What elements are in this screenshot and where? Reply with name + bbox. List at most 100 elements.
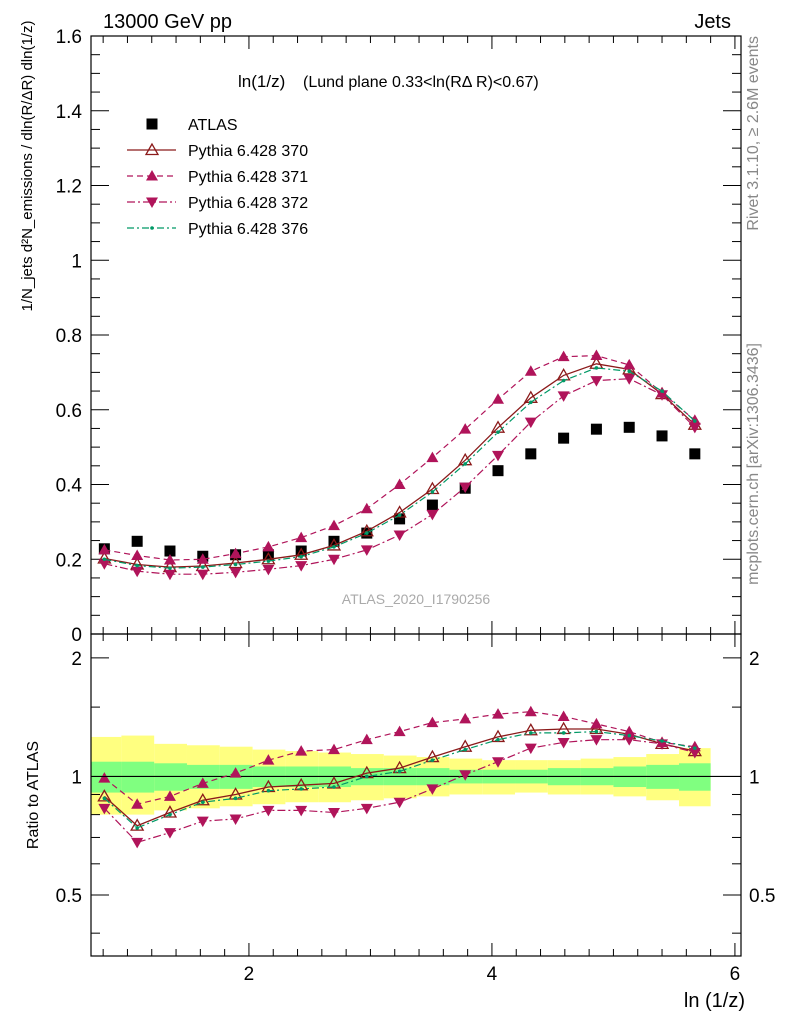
ratio-point — [529, 731, 533, 735]
ratio-point — [196, 777, 209, 788]
data-point — [332, 545, 336, 549]
ratio-point — [262, 754, 275, 765]
ratio-point — [196, 816, 209, 828]
x-axis-label: ln (1/z) — [684, 990, 745, 1012]
data-point — [426, 509, 439, 521]
ratio-point — [195, 792, 210, 806]
data-point — [392, 505, 407, 518]
legend-entry: Pythia 6.428 372 — [127, 195, 308, 212]
data-point — [525, 448, 537, 460]
data-point — [594, 366, 599, 370]
ratio-point — [262, 805, 275, 817]
data-point — [623, 421, 635, 433]
y-tick-label: 1 — [71, 251, 82, 272]
legend-marker — [150, 226, 154, 230]
series-4 — [102, 366, 697, 571]
ratio-point — [360, 733, 373, 745]
ratio-ylabel: Ratio to ATLAS — [25, 741, 42, 849]
x-tick-label: 2 — [244, 964, 255, 985]
data-point — [327, 519, 340, 531]
data-point — [430, 490, 435, 494]
ratio-point — [623, 725, 636, 737]
main-ylabel: 1/N_jets d²N_emissions / dln(R/ΔR) dln(1… — [19, 21, 36, 312]
data-point — [295, 531, 308, 543]
data-point — [656, 430, 668, 442]
ratio-y-tick-label: 2 — [71, 649, 82, 670]
ratio-point — [364, 774, 369, 779]
data-point — [262, 549, 274, 561]
data-point — [426, 499, 438, 511]
data-point — [359, 523, 374, 537]
data-point — [688, 422, 701, 434]
data-point — [327, 554, 340, 566]
ratio-point — [557, 710, 570, 721]
data-point — [496, 430, 500, 434]
ratio-point — [98, 772, 111, 783]
ratio-point — [463, 747, 468, 752]
data-point — [295, 561, 308, 572]
data-point — [689, 448, 701, 460]
ratio-point — [590, 717, 603, 729]
category-label: Jets — [694, 11, 731, 33]
ratio-point — [660, 739, 664, 743]
y-tick-label: 1.2 — [56, 177, 82, 198]
main-title-part2: (Lund plane 0.33<ln(RΔ R)<0.67) — [303, 74, 539, 91]
ratio-point — [693, 746, 697, 750]
ratio-point — [327, 807, 340, 819]
ratio-point — [98, 803, 111, 815]
data-point — [524, 417, 537, 429]
ratio-point — [130, 818, 145, 831]
y-tick-label: 1.6 — [56, 27, 82, 48]
y-tick-label: 0.6 — [56, 401, 82, 422]
ratio-point — [393, 725, 406, 737]
ratio-point — [459, 770, 472, 781]
data-point — [459, 482, 472, 494]
data-point — [623, 374, 636, 385]
legend-label: Pythia 6.428 372 — [188, 195, 308, 212]
series-3 — [98, 374, 701, 581]
data-point — [557, 350, 570, 362]
legend-marker — [146, 170, 158, 181]
data-point — [102, 557, 107, 562]
ratio-y-tick-label-right: 0.5 — [749, 886, 775, 907]
data-point — [163, 569, 176, 581]
data-point — [492, 393, 505, 404]
ratio-point — [332, 785, 336, 789]
y-tick-label: 0.8 — [56, 326, 82, 347]
ratio-point — [295, 745, 308, 756]
legend-entry: Pythia 6.428 376 — [127, 221, 308, 238]
legend-entry: Pythia 6.428 370 — [127, 142, 308, 160]
data-point — [463, 462, 468, 466]
data-point — [229, 547, 242, 559]
ratio-point — [459, 712, 472, 724]
data-point — [360, 545, 373, 556]
ratio-y-tick-label: 1 — [71, 767, 82, 788]
data-point — [393, 478, 406, 489]
ratio-point — [524, 743, 537, 755]
data-point — [426, 451, 439, 463]
data-point — [590, 349, 603, 361]
legend-entry: ATLAS — [146, 117, 238, 134]
legend-marker — [144, 142, 160, 156]
legend-label: Pythia 6.428 370 — [188, 143, 308, 160]
data-point — [295, 545, 307, 557]
legend-entry: Pythia 6.428 371 — [127, 169, 308, 186]
data-point — [163, 553, 176, 565]
ratio-frame — [90, 633, 742, 957]
ratio-point — [162, 805, 178, 818]
ratio-point — [430, 758, 435, 762]
data-point — [623, 358, 636, 370]
legend-label: Pythia 6.428 376 — [188, 221, 308, 238]
ratio-y-tick-label: 0.5 — [56, 886, 82, 907]
data-point — [492, 465, 504, 477]
ratio-point — [229, 814, 242, 825]
ratio-point — [393, 797, 406, 809]
data-point — [294, 547, 309, 560]
data-point — [360, 502, 373, 514]
y-tick-label: 1.4 — [56, 102, 83, 123]
ratio-point — [623, 735, 636, 746]
data-point — [131, 549, 144, 561]
ratio-point — [168, 812, 172, 817]
data-point — [557, 391, 570, 402]
